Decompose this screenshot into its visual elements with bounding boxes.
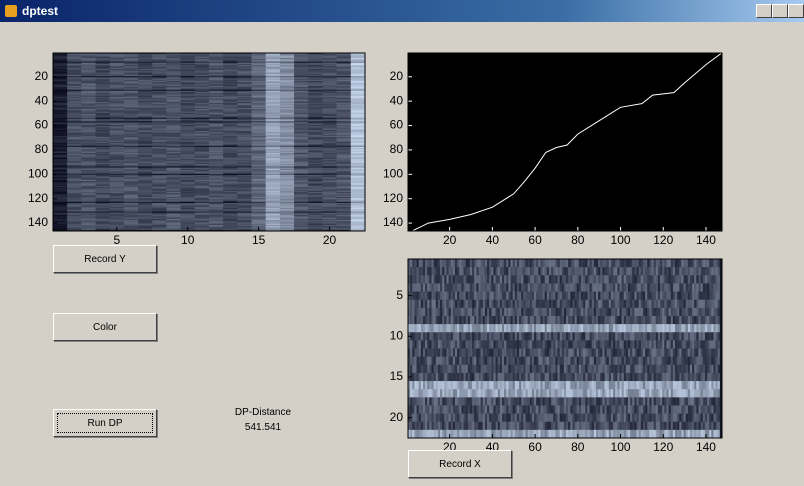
window: dptest 510152020406080100120140204060801… xyxy=(0,0,804,486)
heatmap xyxy=(408,259,722,438)
heatmap xyxy=(53,53,365,231)
axes-background xyxy=(408,53,722,231)
